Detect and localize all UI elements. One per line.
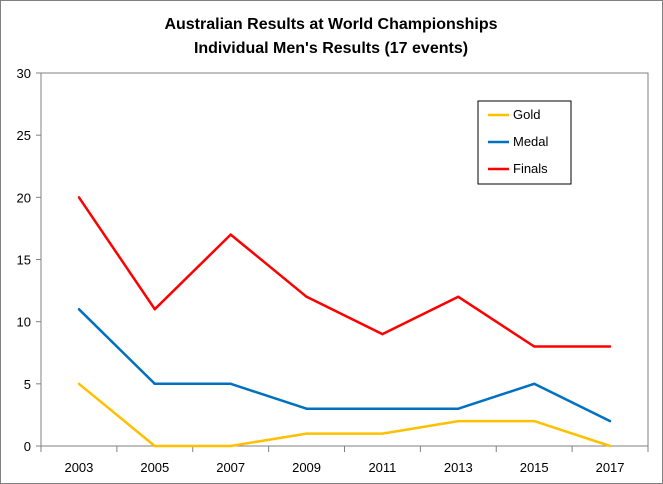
y-tick-label: 30 (17, 66, 31, 81)
data-point-finals (305, 295, 308, 298)
data-point-gold (153, 444, 157, 448)
y-tick-label: 25 (17, 128, 31, 143)
y-tick-label: 20 (17, 190, 31, 205)
data-point-medal (229, 382, 232, 386)
series-line-finals (77, 196, 611, 348)
series-line-gold (78, 382, 611, 448)
x-tick-label: 2017 (596, 460, 625, 475)
data-point-finals (229, 233, 232, 236)
y-tick-label: 10 (17, 315, 31, 330)
y-tick-label: 0 (24, 439, 31, 454)
data-point-medal (381, 407, 384, 410)
data-point-finals (532, 345, 536, 348)
legend: Gold Medal Finals (477, 100, 572, 185)
data-point-gold (532, 419, 536, 423)
x-tick-label: 2007 (216, 460, 245, 475)
legend-label-finals: Finals (513, 161, 548, 176)
data-point-medal (457, 407, 460, 410)
data-point-finals (153, 308, 157, 311)
data-point-gold (457, 419, 460, 423)
series-line-medal (78, 308, 611, 423)
data-point-gold (381, 432, 384, 435)
data-point-medal (305, 407, 308, 410)
y-axis: 0 5 10 15 20 25 30 (17, 66, 41, 454)
y-tick-label: 5 (24, 377, 31, 392)
x-tick-label: 2003 (64, 460, 93, 475)
data-point-finals (457, 295, 460, 298)
data-point-finals (608, 345, 612, 348)
data-point-medal (153, 382, 157, 386)
data-point-gold (608, 444, 612, 448)
x-tick-label: 2009 (292, 460, 321, 475)
legend-label-gold: Gold (513, 107, 540, 122)
x-tick-label: 2005 (140, 460, 169, 475)
chart-subtitle: Individual Men's Results (17 events) (194, 40, 468, 57)
series-layer (77, 196, 612, 448)
x-tick-label: 2013 (444, 460, 473, 475)
x-tick-label: 2015 (520, 460, 549, 475)
y-tick-label: 15 (17, 253, 31, 268)
x-axis: 2003 2005 2007 2009 2011 2013 2015 2017 (40, 446, 649, 475)
data-point-medal (77, 308, 81, 311)
data-point-medal (608, 419, 612, 423)
legend-label-medal: Medal (513, 134, 549, 149)
data-point-gold (229, 444, 232, 448)
data-point-finals (77, 196, 81, 199)
data-point-gold (77, 382, 81, 386)
chart-title: Australian Results at World Championship… (164, 16, 497, 33)
data-point-finals (381, 332, 384, 336)
x-tick-label: 2011 (368, 460, 396, 475)
data-point-gold (305, 432, 308, 435)
data-point-medal (532, 382, 536, 386)
